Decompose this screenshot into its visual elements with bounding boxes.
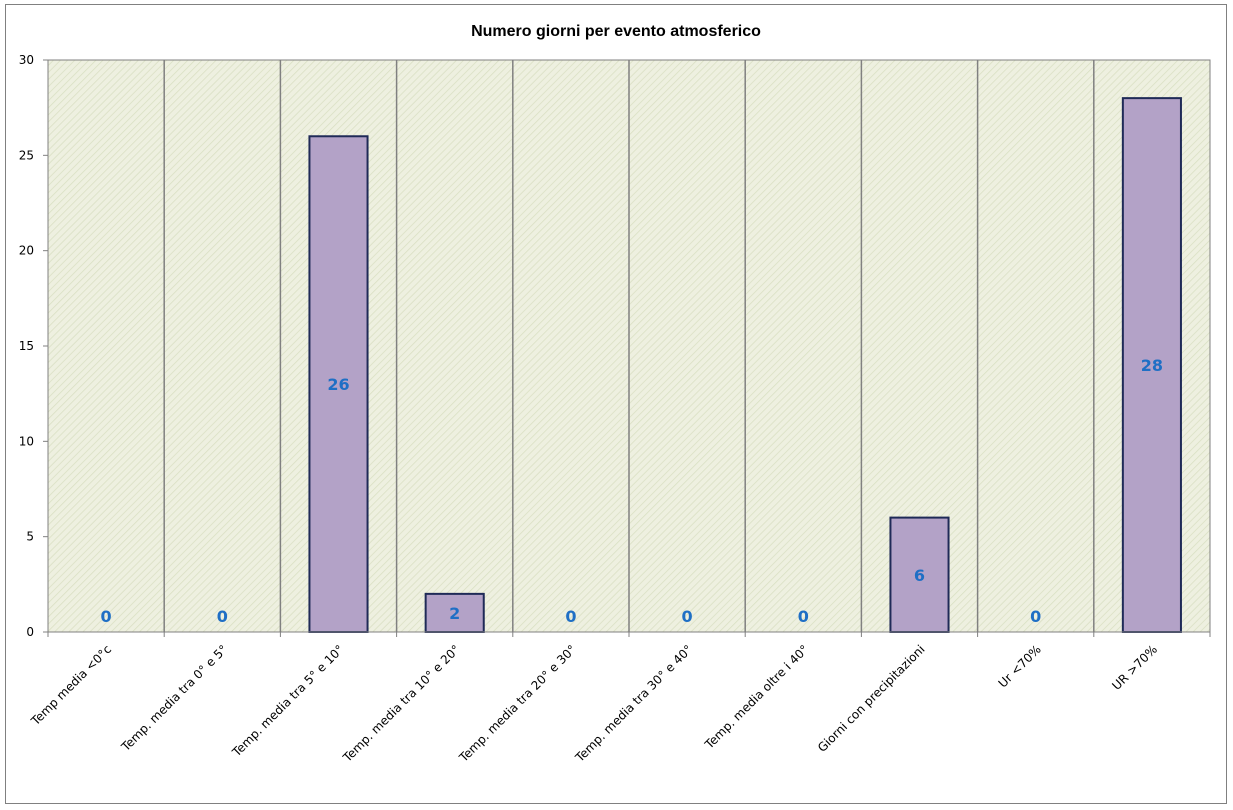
x-tick-label: Ur <70% <box>996 642 1044 690</box>
data-label: 28 <box>1141 356 1163 375</box>
y-tick-label: 15 <box>19 339 34 353</box>
chart-title: Numero giorni per evento atmosferico <box>471 23 761 40</box>
grid-lines <box>163 60 1095 632</box>
data-label: 0 <box>565 607 576 626</box>
x-tick-label: Temp media <0°c <box>28 642 114 728</box>
x-tick-label: Temp. media oltre i 40° <box>701 642 811 752</box>
x-tick-label: Temp. media tra 20° e 30° <box>456 642 579 765</box>
y-tick-label: 20 <box>19 244 34 258</box>
x-axis: Temp media <0°c Temp. media tra 0° e 5° Te… <box>28 631 1211 765</box>
y-tick-label: 25 <box>19 148 34 162</box>
bars <box>308 97 1182 633</box>
data-label: 0 <box>682 607 693 626</box>
data-label: 2 <box>449 604 460 623</box>
x-tick-label: Temp. media tra 0° e 5° <box>118 642 230 754</box>
data-label: 0 <box>101 607 112 626</box>
data-label: 0 <box>1030 607 1041 626</box>
data-label: 26 <box>327 375 349 394</box>
data-label: 6 <box>914 566 925 585</box>
data-label: 0 <box>217 607 228 626</box>
data-label: 0 <box>798 607 809 626</box>
y-axis: 0 5 10 15 20 25 30 <box>19 53 49 639</box>
y-tick-label: 30 <box>19 53 34 67</box>
bar <box>1121 97 1182 633</box>
x-tick-label: Temp. media tra 5° e 10° <box>229 642 347 760</box>
y-tick-label: 10 <box>19 434 34 448</box>
data-labels: 0 0 26 2 0 0 0 6 0 28 <box>101 356 1164 626</box>
y-tick-label: 0 <box>26 625 34 639</box>
x-tick-label: Temp. media tra 10° e 20° <box>340 642 463 765</box>
y-tick-label: 5 <box>26 530 34 544</box>
x-tick-label: UR >70% <box>1109 642 1160 693</box>
x-tick-label: Temp. media tra 30° e 40° <box>572 642 695 765</box>
x-tick-label: Giorni con precipitazioni <box>815 642 928 755</box>
